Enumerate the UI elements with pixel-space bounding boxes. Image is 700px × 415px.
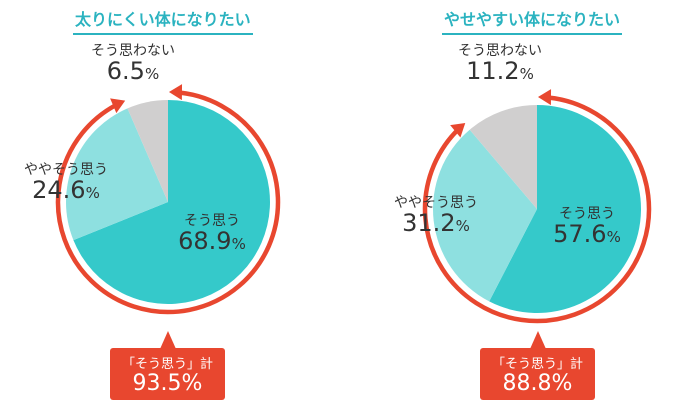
total-arc (55, 89, 281, 315)
slice-sou-omowanai (469, 105, 537, 209)
slice-sou-omou (73, 100, 270, 305)
arrowhead-icon (168, 84, 183, 101)
slice-yaya-sou-omou (433, 129, 537, 302)
right-label-sou-omowanai: そう思わない 11.2% (458, 43, 542, 85)
left-pie-chart (55, 84, 281, 315)
left-label-sou-omou: そう思う 68.9% (178, 213, 246, 255)
arrowhead-icon (537, 89, 552, 106)
right-chart-panel: やせやすい体になりたい そう思わない 11.2% ややそう思う 31.2% そう… (350, 0, 700, 415)
right-total-callout: 「そう思う」計 88.8% (480, 331, 595, 400)
right-label-sou-omou: そう思う 57.6% (553, 206, 621, 248)
total-arc (422, 94, 652, 324)
left-chart-panel: 太りにくい体になりたい そう思わない 6.5% ややそう思う 24.6% そう思… (24, 6, 281, 400)
left-label-sou-omowanai: そう思わない 6.5% (91, 43, 175, 85)
right-chart-title: やせやすい体になりたい (442, 6, 623, 35)
slice-yaya-sou-omou (65, 108, 168, 241)
left-chart-title: 太りにくい体になりたい (73, 6, 253, 35)
left-label-yaya-sou-omou: ややそう思う 24.6% (24, 162, 108, 204)
slice-sou-omowanai (127, 100, 168, 202)
right-pie-chart (422, 89, 652, 324)
arrowhead-icon (110, 98, 126, 114)
arrowhead-icon (450, 122, 466, 138)
left-total-callout: 「そう思う」計 93.5% (110, 331, 225, 400)
slice-sou-omou (489, 105, 641, 313)
right-label-yaya-sou-omou: ややそう思う 31.2% (394, 195, 478, 237)
